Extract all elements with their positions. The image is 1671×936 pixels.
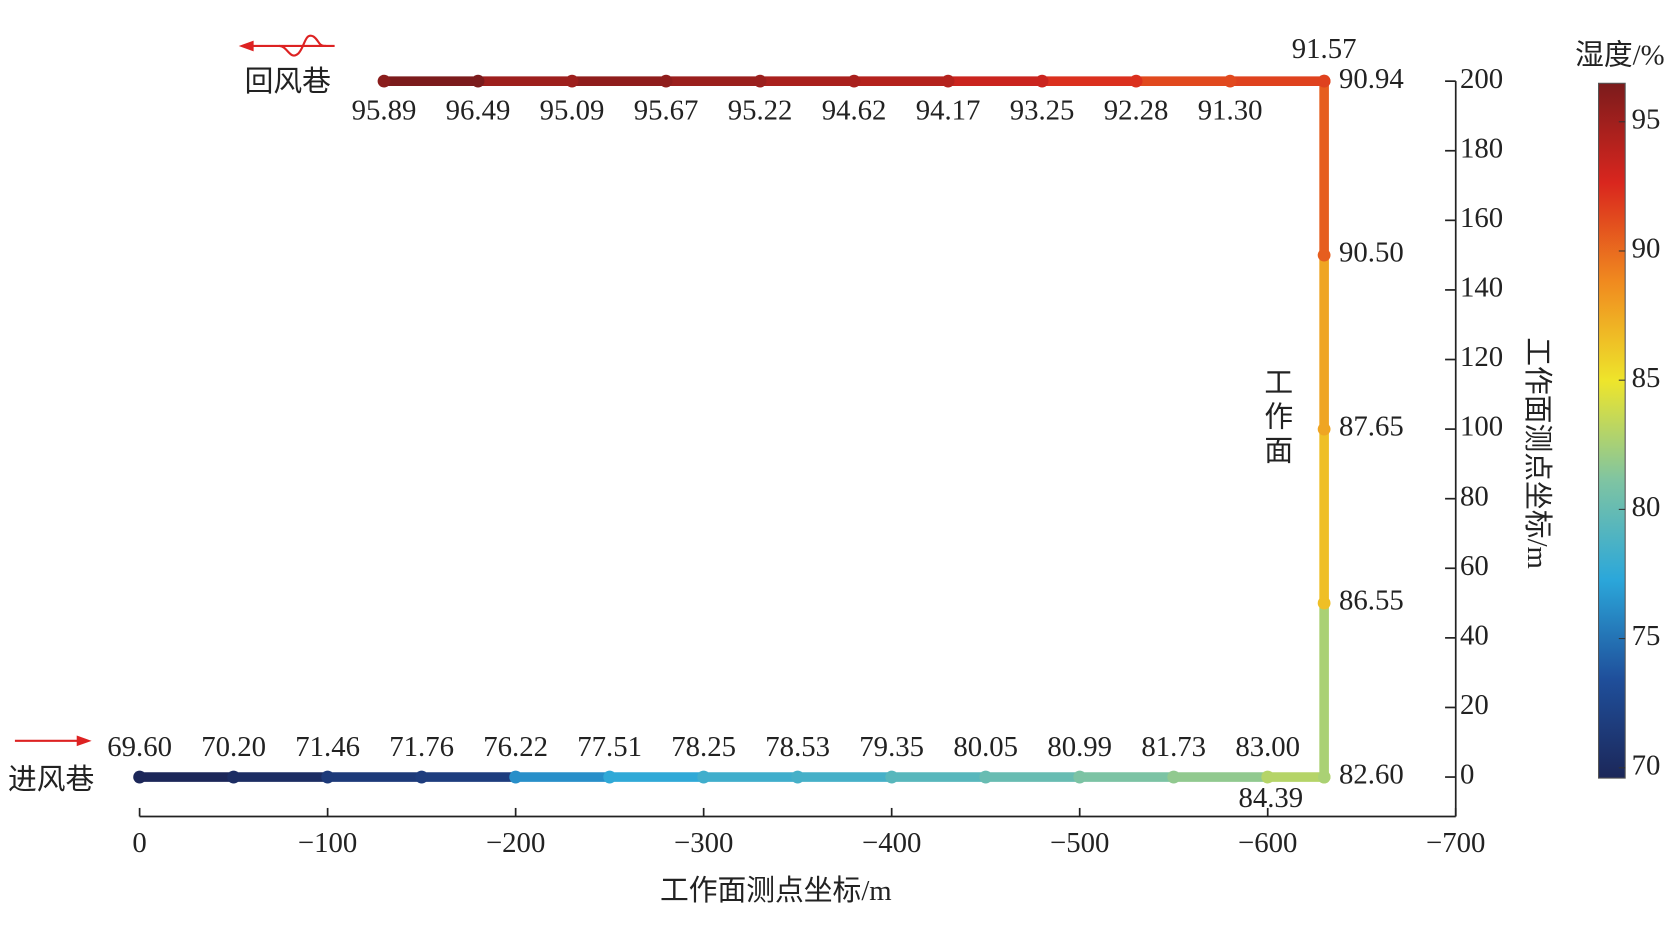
measure-point: [565, 74, 579, 88]
y-tick-label: 60: [1460, 550, 1489, 582]
value-label: 90.94: [1339, 63, 1404, 95]
measure-point: [227, 770, 241, 784]
value-label: 78.25: [671, 731, 736, 763]
measure-point: [697, 770, 711, 784]
x-tick-label: −300: [674, 827, 733, 859]
colorbar-tick-label: 75: [1632, 620, 1661, 652]
measure-point: [659, 74, 673, 88]
return-label: 回风巷: [245, 66, 331, 98]
y-tick-label: 100: [1460, 411, 1503, 443]
measure-point: [1317, 74, 1331, 88]
intake-arrow: [14, 735, 92, 747]
measure-point: [471, 74, 485, 88]
measure-point: [1317, 422, 1331, 436]
value-label: 80.05: [953, 731, 1018, 763]
value-label: 84.39: [1238, 782, 1303, 814]
y-tick-label: 160: [1460, 202, 1503, 234]
face-label: 作: [1264, 402, 1293, 434]
measure-point: [753, 74, 767, 88]
intake-label: 进风巷: [8, 764, 94, 796]
measure-point: [1129, 74, 1143, 88]
x-tick-label: −500: [1050, 827, 1109, 859]
value-label: 77.51: [577, 731, 642, 763]
x-tick-label: 0: [132, 827, 146, 859]
colorbar-tick-label: 90: [1632, 233, 1661, 265]
value-label: 95.67: [634, 95, 699, 127]
value-label: 90.50: [1339, 237, 1404, 269]
value-label: 80.99: [1047, 731, 1112, 763]
measure-point: [321, 770, 335, 784]
return-arrow: [238, 34, 335, 57]
x-tick-label: −600: [1238, 827, 1297, 859]
y-axis-label: 工作面测点坐标/m: [1521, 337, 1553, 569]
measure-point: [941, 74, 955, 88]
value-label: 70.20: [201, 731, 266, 763]
measure-point: [1317, 770, 1331, 784]
colorbar-tick-label: 95: [1632, 103, 1661, 135]
measure-point: [1167, 770, 1181, 784]
colorbar-tick-label: 70: [1632, 749, 1661, 781]
measure-point: [1223, 74, 1237, 88]
colorbar-title: 湿度/%: [1575, 39, 1665, 71]
face-label: 面: [1264, 436, 1293, 468]
y-tick-label: 20: [1460, 689, 1489, 721]
measure-point: [847, 74, 861, 88]
measure-point: [1261, 770, 1275, 784]
value-label: 96.49: [446, 95, 511, 127]
measure-point: [509, 770, 523, 784]
value-label: 78.53: [765, 731, 830, 763]
value-label: 83.00: [1235, 731, 1300, 763]
value-label: 92.28: [1104, 95, 1169, 127]
value-label: 71.76: [389, 731, 454, 763]
value-label: 81.73: [1141, 731, 1206, 763]
measure-point: [1073, 770, 1087, 784]
y-tick-label: 180: [1460, 132, 1503, 164]
value-label: 91.57: [1292, 33, 1357, 65]
value-label: 94.62: [822, 95, 887, 127]
x-axis-label: 工作面测点坐标/m: [660, 875, 892, 907]
y-tick-label: 120: [1460, 341, 1503, 373]
value-label: 93.25: [1010, 95, 1075, 127]
y-tick-label: 40: [1460, 619, 1489, 651]
y-tick-label: 80: [1460, 480, 1489, 512]
x-tick-label: −700: [1426, 827, 1485, 859]
value-label: 76.22: [483, 731, 548, 763]
face-label: 工: [1264, 368, 1293, 400]
measure-point: [885, 770, 899, 784]
x-tick-label: −400: [862, 827, 921, 859]
measure-point: [377, 74, 391, 88]
measure-point: [979, 770, 993, 784]
value-label: 82.60: [1339, 759, 1404, 791]
y-tick-label: 0: [1460, 759, 1474, 791]
colorbar-tick-label: 85: [1632, 362, 1661, 394]
value-label: 79.35: [859, 731, 924, 763]
value-label: 86.55: [1339, 585, 1404, 617]
value-label: 71.46: [295, 731, 360, 763]
value-label: 91.30: [1198, 95, 1263, 127]
x-tick-label: −200: [486, 827, 545, 859]
value-label: 95.22: [728, 95, 793, 127]
colorbar-tick-label: 80: [1632, 491, 1661, 523]
colorbar: [1598, 82, 1626, 779]
x-tick-label: −100: [298, 827, 357, 859]
measure-point: [1317, 596, 1331, 610]
value-label: 69.60: [107, 731, 172, 763]
value-label: 87.65: [1339, 411, 1404, 443]
measure-point: [133, 770, 146, 784]
value-label: 94.17: [916, 95, 981, 127]
measure-point: [603, 770, 617, 784]
measure-point: [1035, 74, 1049, 88]
measure-point: [791, 770, 805, 784]
y-tick-label: 200: [1460, 63, 1503, 95]
measure-point: [415, 770, 429, 784]
value-label: 95.89: [352, 95, 417, 127]
measure-point: [1317, 248, 1331, 262]
value-label: 95.09: [540, 95, 605, 127]
y-tick-label: 140: [1460, 272, 1503, 304]
